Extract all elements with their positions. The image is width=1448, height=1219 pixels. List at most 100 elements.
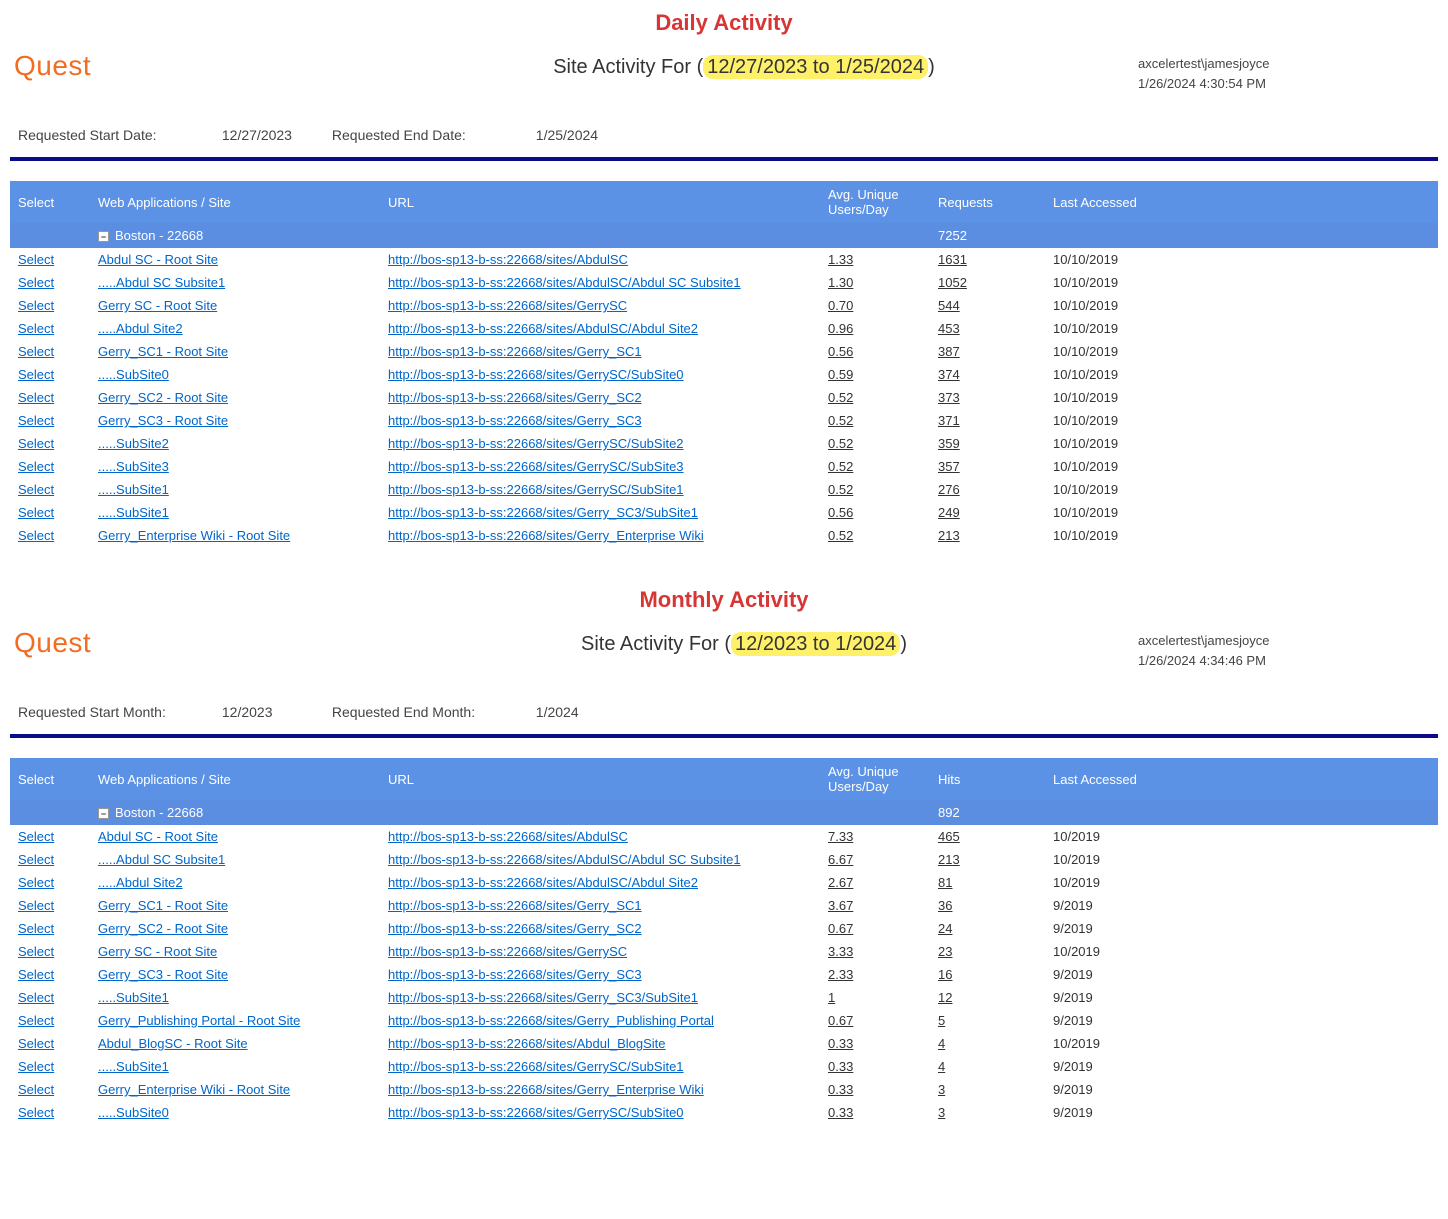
site-link[interactable]: Gerry_SC3 - Root Site	[98, 967, 228, 982]
select-link[interactable]: Select	[18, 413, 54, 428]
col-last[interactable]: Last Accessed	[1045, 758, 1438, 800]
avg-value[interactable]: 0.67	[828, 1013, 853, 1028]
url-link[interactable]: http://bos-sp13-b-ss:22668/sites/AbdulSC…	[388, 852, 741, 867]
col-site[interactable]: Web Applications / Site	[90, 758, 380, 800]
monthly-group-row[interactable]: −Boston - 22668 892	[10, 800, 1438, 825]
select-link[interactable]: Select	[18, 944, 54, 959]
url-link[interactable]: http://bos-sp13-b-ss:22668/sites/GerrySC…	[388, 367, 684, 382]
avg-value[interactable]: 3.67	[828, 898, 853, 913]
url-link[interactable]: http://bos-sp13-b-ss:22668/sites/Abdul_B…	[388, 1036, 666, 1051]
col-url[interactable]: URL	[380, 758, 820, 800]
avg-value[interactable]: 1.33	[828, 252, 853, 267]
url-link[interactable]: http://bos-sp13-b-ss:22668/sites/Gerry_S…	[388, 990, 698, 1005]
col-metric[interactable]: Hits	[930, 758, 1045, 800]
col-site[interactable]: Web Applications / Site	[90, 181, 380, 223]
select-link[interactable]: Select	[18, 275, 54, 290]
site-link[interactable]: .....SubSite1	[98, 990, 169, 1005]
avg-value[interactable]: 0.52	[828, 459, 853, 474]
avg-value[interactable]: 0.56	[828, 344, 853, 359]
metric-value[interactable]: 1631	[938, 252, 967, 267]
select-link[interactable]: Select	[18, 252, 54, 267]
select-link[interactable]: Select	[18, 344, 54, 359]
url-link[interactable]: http://bos-sp13-b-ss:22668/sites/Gerry_E…	[388, 528, 704, 543]
site-link[interactable]: Gerry SC - Root Site	[98, 944, 217, 959]
url-link[interactable]: http://bos-sp13-b-ss:22668/sites/GerrySC…	[388, 459, 684, 474]
url-link[interactable]: http://bos-sp13-b-ss:22668/sites/AbdulSC…	[388, 875, 698, 890]
site-link[interactable]: Gerry_Enterprise Wiki - Root Site	[98, 528, 290, 543]
select-link[interactable]: Select	[18, 367, 54, 382]
site-link[interactable]: .....SubSite0	[98, 1105, 169, 1120]
avg-value[interactable]: 2.33	[828, 967, 853, 982]
metric-value[interactable]: 371	[938, 413, 960, 428]
site-link[interactable]: .....Abdul SC Subsite1	[98, 275, 225, 290]
site-link[interactable]: Gerry_SC3 - Root Site	[98, 413, 228, 428]
collapse-icon[interactable]: −	[98, 231, 109, 242]
site-link[interactable]: .....SubSite1	[98, 505, 169, 520]
collapse-icon[interactable]: −	[98, 808, 109, 819]
metric-value[interactable]: 373	[938, 390, 960, 405]
col-url[interactable]: URL	[380, 181, 820, 223]
select-link[interactable]: Select	[18, 829, 54, 844]
avg-value[interactable]: 1.30	[828, 275, 853, 290]
metric-value[interactable]: 213	[938, 528, 960, 543]
metric-value[interactable]: 374	[938, 367, 960, 382]
metric-value[interactable]: 387	[938, 344, 960, 359]
url-link[interactable]: http://bos-sp13-b-ss:22668/sites/Gerry_S…	[388, 390, 642, 405]
col-select[interactable]: Select	[10, 181, 90, 223]
site-link[interactable]: Gerry_Publishing Portal - Root Site	[98, 1013, 300, 1028]
metric-value[interactable]: 359	[938, 436, 960, 451]
select-link[interactable]: Select	[18, 921, 54, 936]
url-link[interactable]: http://bos-sp13-b-ss:22668/sites/Gerry_S…	[388, 505, 698, 520]
avg-value[interactable]: 0.52	[828, 390, 853, 405]
site-link[interactable]: .....SubSite3	[98, 459, 169, 474]
metric-value[interactable]: 453	[938, 321, 960, 336]
url-link[interactable]: http://bos-sp13-b-ss:22668/sites/GerrySC…	[388, 482, 684, 497]
avg-value[interactable]: 0.52	[828, 528, 853, 543]
url-link[interactable]: http://bos-sp13-b-ss:22668/sites/GerrySC	[388, 944, 627, 959]
avg-value[interactable]: 0.33	[828, 1036, 853, 1051]
select-link[interactable]: Select	[18, 390, 54, 405]
url-link[interactable]: http://bos-sp13-b-ss:22668/sites/AbdulSC	[388, 829, 628, 844]
select-link[interactable]: Select	[18, 1059, 54, 1074]
metric-value[interactable]: 3	[938, 1082, 945, 1097]
site-link[interactable]: Abdul SC - Root Site	[98, 252, 218, 267]
avg-value[interactable]: 0.96	[828, 321, 853, 336]
select-link[interactable]: Select	[18, 852, 54, 867]
metric-value[interactable]: 16	[938, 967, 952, 982]
avg-value[interactable]: 0.70	[828, 298, 853, 313]
url-link[interactable]: http://bos-sp13-b-ss:22668/sites/Gerry_P…	[388, 1013, 714, 1028]
select-link[interactable]: Select	[18, 1036, 54, 1051]
col-metric[interactable]: Requests	[930, 181, 1045, 223]
select-link[interactable]: Select	[18, 875, 54, 890]
metric-value[interactable]: 465	[938, 829, 960, 844]
select-link[interactable]: Select	[18, 967, 54, 982]
url-link[interactable]: http://bos-sp13-b-ss:22668/sites/GerrySC	[388, 298, 627, 313]
select-link[interactable]: Select	[18, 321, 54, 336]
site-link[interactable]: Gerry_SC1 - Root Site	[98, 344, 228, 359]
avg-value[interactable]: 0.33	[828, 1082, 853, 1097]
site-link[interactable]: Gerry_SC1 - Root Site	[98, 898, 228, 913]
site-link[interactable]: Abdul SC - Root Site	[98, 829, 218, 844]
select-link[interactable]: Select	[18, 459, 54, 474]
avg-value[interactable]: 0.59	[828, 367, 853, 382]
select-link[interactable]: Select	[18, 990, 54, 1005]
col-select[interactable]: Select	[10, 758, 90, 800]
metric-value[interactable]: 357	[938, 459, 960, 474]
avg-value[interactable]: 2.67	[828, 875, 853, 890]
select-link[interactable]: Select	[18, 482, 54, 497]
site-link[interactable]: .....Abdul Site2	[98, 875, 183, 890]
avg-value[interactable]: 0.52	[828, 413, 853, 428]
metric-value[interactable]: 3	[938, 1105, 945, 1120]
select-link[interactable]: Select	[18, 505, 54, 520]
avg-value[interactable]: 1	[828, 990, 835, 1005]
url-link[interactable]: http://bos-sp13-b-ss:22668/sites/Gerry_S…	[388, 967, 642, 982]
select-link[interactable]: Select	[18, 898, 54, 913]
col-avg[interactable]: Avg. Unique Users/Day	[820, 758, 930, 800]
url-link[interactable]: http://bos-sp13-b-ss:22668/sites/GerrySC…	[388, 1059, 684, 1074]
site-link[interactable]: .....Abdul SC Subsite1	[98, 852, 225, 867]
url-link[interactable]: http://bos-sp13-b-ss:22668/sites/GerrySC…	[388, 436, 684, 451]
metric-value[interactable]: 36	[938, 898, 952, 913]
site-link[interactable]: Gerry_Enterprise Wiki - Root Site	[98, 1082, 290, 1097]
site-link[interactable]: .....SubSite0	[98, 367, 169, 382]
url-link[interactable]: http://bos-sp13-b-ss:22668/sites/AbdulSC	[388, 252, 628, 267]
